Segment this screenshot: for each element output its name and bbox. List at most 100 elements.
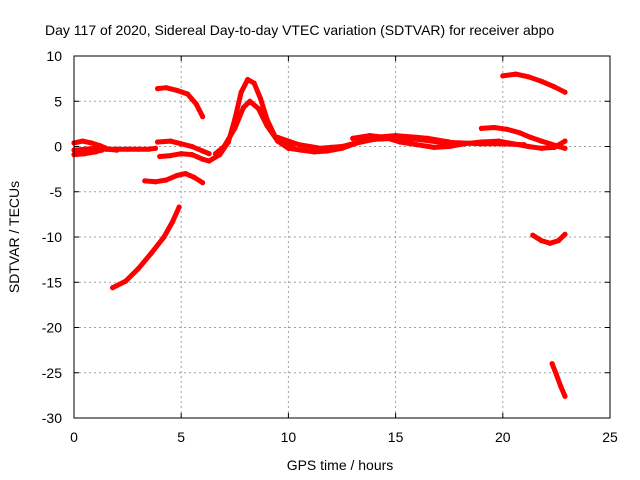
- satellite-track-15-point-1: [553, 372, 560, 378]
- satellite-track-13: [500, 71, 568, 95]
- satellite-track-8-point-0: [157, 153, 163, 160]
- satellite-track-12-point-4: [528, 134, 534, 140]
- satellite-track-8-point-3: [189, 152, 195, 158]
- satellite-track-14: [530, 231, 568, 246]
- satellite-track-14-point-3: [555, 238, 562, 244]
- satellite-track-5-point-1: [152, 179, 159, 185]
- x-tick-label: 10: [281, 429, 297, 445]
- satellite-track-8-point-4: [200, 156, 206, 162]
- satellite-track-15-line: [549, 361, 568, 399]
- satellite-track-10-point-7: [350, 141, 356, 147]
- satellite-track-11-point-5: [431, 144, 437, 150]
- satellite-track-12: [478, 124, 568, 151]
- satellite-track-9-point-2: [232, 125, 238, 131]
- x-tick-label: 20: [495, 429, 511, 445]
- satellite-track-14-point-1: [538, 238, 545, 244]
- satellite-track-5-point-3: [174, 172, 180, 179]
- satellite-track-10-point-11: [393, 133, 399, 139]
- satellite-track-14-point-0: [530, 232, 536, 238]
- satellite-track-8-point-11: [251, 80, 257, 86]
- satellite-track-6-point-2: [174, 87, 180, 93]
- chart-title: Day 117 of 2020, Sidereal Day-to-day VTE…: [45, 22, 554, 38]
- y-tick-label: 10: [46, 48, 62, 64]
- satellite-track-11-point-7: [461, 141, 467, 147]
- satellite-track-11: [350, 133, 568, 151]
- satellite-track-9-point-8: [285, 145, 291, 151]
- satellite-track-12-point-2: [504, 126, 510, 132]
- satellite-track-8-point-10: [245, 76, 251, 83]
- satellite-track-8-point-5: [206, 158, 212, 164]
- satellite-track-9-point-0: [212, 151, 219, 157]
- satellite-track-3-point-1: [82, 151, 88, 157]
- satellite-track-8-point-12: [257, 95, 264, 102]
- y-tick-label: -10: [42, 229, 62, 245]
- satellite-track-11-point-3: [397, 139, 403, 145]
- satellite-track-10-point-4: [318, 145, 324, 151]
- satellite-track-13-point-4: [551, 84, 557, 90]
- satellite-track-10-point-13: [414, 134, 420, 140]
- satellite-track-1-point-5: [125, 146, 131, 152]
- satellite-track-1-point-7: [146, 146, 152, 152]
- satellite-track-4-point-6: [176, 204, 182, 210]
- grid-lines: [74, 56, 610, 418]
- satellite-track-7: [155, 138, 212, 157]
- satellite-track-10-point-14: [425, 135, 431, 141]
- satellite-track-8-point-1: [167, 153, 174, 159]
- satellite-track-11-point-14: [562, 138, 568, 144]
- satellite-track-10-point-5: [328, 144, 334, 150]
- satellite-track-12-point-0: [478, 125, 484, 131]
- y-tick-label: -30: [42, 410, 62, 426]
- satellite-track-1-point-6: [135, 146, 141, 152]
- satellite-track-12-point-7: [555, 143, 562, 150]
- satellite-track-13-point-1: [513, 71, 519, 77]
- satellite-track-4-point-0: [110, 285, 116, 291]
- satellite-track-4-point-4: [161, 234, 167, 240]
- satellite-track-2-point-5: [114, 147, 120, 153]
- y-tick-label: -5: [50, 184, 63, 200]
- x-axis-ticks: 0 5 10 15 20 25: [70, 56, 618, 445]
- y-tick-label: -20: [42, 320, 62, 336]
- satellite-track-9-point-6: [264, 123, 270, 129]
- satellite-track-9-point-4: [247, 98, 253, 104]
- satellite-track-12-point-1: [491, 124, 497, 131]
- satellite-track-15: [549, 361, 568, 399]
- satellite-track-15-point-2: [558, 383, 564, 389]
- x-tick-label: 5: [177, 429, 185, 445]
- y-axis-label: SDTVAR / TECUs: [6, 181, 22, 293]
- satellite-track-14-point-2: [547, 240, 553, 246]
- satellite-track-4-point-2: [135, 266, 141, 272]
- satellite-track-11-point-8: [478, 139, 484, 145]
- satellite-track-13-point-0: [500, 73, 506, 79]
- satellite-track-9-point-9: [298, 147, 304, 153]
- satellite-track-9-point-1: [221, 143, 227, 150]
- satellite-track-5-point-6: [200, 180, 206, 186]
- satellite-track-6-point-3: [185, 91, 191, 97]
- satellite-track-6-point-4: [193, 101, 199, 107]
- satellite-track-10-point-6: [339, 143, 345, 150]
- satellite-track-7-point-2: [178, 141, 184, 147]
- satellite-track-7-point-3: [189, 143, 195, 150]
- satellite-track-15-point-0: [549, 361, 555, 367]
- satellite-track-10-point-15: [435, 137, 442, 143]
- satellite-track-4: [110, 204, 182, 291]
- satellite-track-2-point-2: [88, 140, 94, 146]
- satellite-track-2-point-1: [80, 138, 86, 144]
- satellite-track-11-point-6: [446, 143, 452, 150]
- satellite-track-14-point-4: [562, 231, 568, 237]
- satellite-track-9-point-10: [311, 149, 317, 155]
- satellite-track-5: [142, 171, 206, 186]
- satellite-track-11-point-10: [510, 141, 517, 147]
- satellite-track-7-point-0: [155, 139, 161, 145]
- satellite-track-3-line: [71, 147, 105, 158]
- satellite-track-5-point-4: [182, 171, 189, 177]
- satellite-track-11-point-1: [367, 133, 373, 139]
- satellite-track-12-point-8: [562, 145, 568, 151]
- y-tick-label: 0: [54, 139, 62, 155]
- satellite-track-7-point-1: [167, 138, 174, 144]
- satellite-track-3-point-2: [92, 149, 98, 155]
- y-tick-label: -25: [42, 365, 62, 381]
- satellite-track-13-line: [500, 71, 568, 95]
- satellite-track-10-point-2: [296, 142, 302, 148]
- satellite-track-12-point-6: [547, 141, 553, 147]
- satellite-track-11-point-12: [538, 145, 545, 151]
